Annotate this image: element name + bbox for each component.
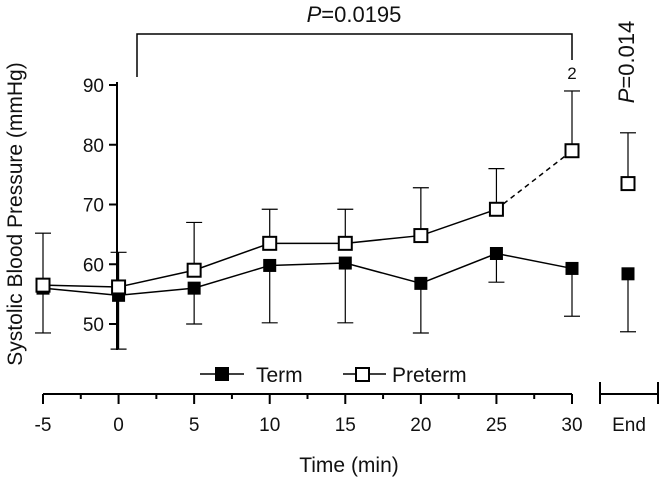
point-note: 2: [567, 64, 576, 83]
preterm-marker: [337, 235, 353, 251]
y-tick-label: 80: [83, 136, 104, 157]
term-marker: [621, 267, 635, 281]
x-tick-label: 30: [561, 415, 582, 436]
y-tick-label: 60: [83, 255, 104, 276]
series-line-term: [42, 252, 573, 297]
error-bars: [35, 90, 636, 350]
preterm-marker: [564, 143, 580, 159]
y-tick-label: 70: [83, 196, 104, 217]
end-p-value: P=0.014: [614, 21, 639, 104]
term-marker: [187, 281, 201, 295]
x-tick-label-end: End: [612, 415, 646, 436]
preterm-marker: [262, 235, 278, 251]
x-axis: -5 0 5 10 15 20 25 30 End: [35, 382, 659, 436]
term-marker: [338, 256, 352, 270]
x-tick-label: 0: [113, 415, 124, 436]
x-tick-label: 10: [259, 415, 280, 436]
x-tick-label: -5: [35, 415, 52, 436]
bracket-p-value: P=0.0195: [307, 2, 402, 27]
significance-bracket: P=0.0195: [136, 2, 573, 77]
x-tick-label: 20: [410, 415, 431, 436]
y-tick-label: 50: [83, 315, 104, 336]
series-line-dashed-preterm: [495, 150, 573, 210]
y-tick-label: 90: [83, 76, 104, 97]
x-tick-label: 5: [189, 415, 200, 436]
preterm-marker: [413, 228, 429, 244]
preterm-marker: [35, 277, 51, 293]
preterm-marker: [111, 279, 127, 295]
legend-term-marker: [215, 367, 229, 381]
y-axis: 50 60 70 80 90: [83, 76, 118, 350]
preterm-marker: [186, 262, 202, 278]
x-tick-label: 15: [335, 415, 356, 436]
x-axis-label: Time (min): [299, 454, 399, 477]
series-lines: [42, 150, 573, 297]
preterm-marker: [620, 176, 636, 192]
data-markers: [35, 143, 636, 302]
term-marker: [565, 261, 579, 275]
legend-term: Term: [200, 364, 303, 387]
term-marker: [263, 258, 277, 272]
legend-preterm-label: Preterm: [392, 364, 467, 387]
legend: Term Preterm: [200, 364, 467, 387]
x-tick-label: 25: [486, 415, 507, 436]
legend-preterm-marker: [355, 367, 370, 382]
legend-term-label: Term: [256, 364, 303, 387]
preterm-marker: [488, 201, 504, 217]
term-marker: [489, 246, 503, 260]
y-axis-label: Systolic Blood Pressure (mmHg): [4, 62, 27, 365]
legend-preterm: Preterm: [343, 364, 467, 387]
term-marker: [414, 276, 428, 290]
